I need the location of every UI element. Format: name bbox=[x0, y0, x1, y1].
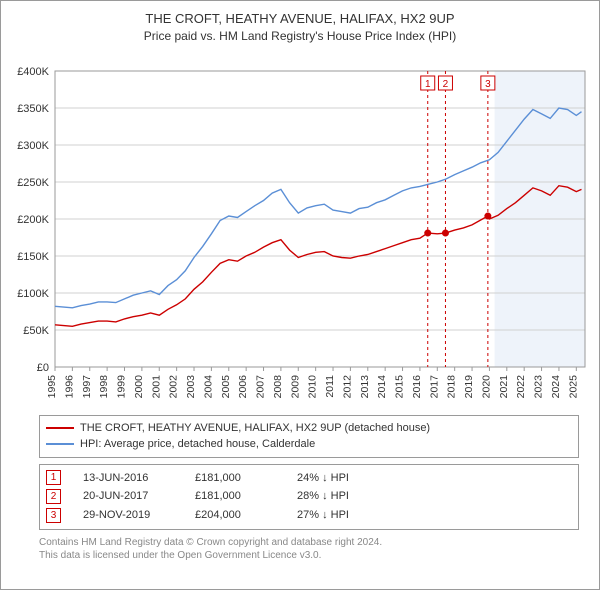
sale-price: £181,000 bbox=[195, 469, 275, 488]
svg-text:2004: 2004 bbox=[202, 374, 214, 398]
svg-text:£50K: £50K bbox=[23, 325, 49, 337]
sale-row: 3 29-NOV-2019 £204,000 27% ↓ HPI bbox=[46, 506, 572, 525]
svg-text:£150K: £150K bbox=[17, 251, 49, 263]
svg-text:£250K: £250K bbox=[17, 177, 49, 189]
svg-text:2007: 2007 bbox=[255, 374, 267, 398]
svg-text:2022: 2022 bbox=[515, 374, 527, 398]
svg-text:1999: 1999 bbox=[116, 374, 128, 398]
sale-price: £181,000 bbox=[195, 487, 275, 506]
chart-title: THE CROFT, HEATHY AVENUE, HALIFAX, HX2 9… bbox=[11, 11, 589, 27]
legend-label: THE CROFT, HEATHY AVENUE, HALIFAX, HX2 9… bbox=[80, 420, 430, 437]
sale-marker-icon: 2 bbox=[46, 489, 61, 504]
svg-text:£100K: £100K bbox=[17, 288, 49, 300]
footnote-line: Contains HM Land Registry data © Crown c… bbox=[39, 536, 579, 549]
legend-box: THE CROFT, HEATHY AVENUE, HALIFAX, HX2 9… bbox=[39, 415, 579, 458]
legend-label: HPI: Average price, detached house, Cald… bbox=[80, 436, 315, 453]
sale-date: 13-JUN-2016 bbox=[83, 469, 173, 488]
svg-text:2019: 2019 bbox=[463, 374, 475, 398]
svg-text:£300K: £300K bbox=[17, 140, 49, 152]
price-chart-svg: £0 £50K £100K £150K £200K £250K £300K £350K £400… bbox=[11, 49, 589, 409]
svg-text:2024: 2024 bbox=[550, 374, 562, 398]
svg-text:2006: 2006 bbox=[237, 374, 249, 398]
svg-text:2008: 2008 bbox=[272, 374, 284, 398]
sale-row: 1 13-JUN-2016 £181,000 24% ↓ HPI bbox=[46, 469, 572, 488]
legend-row: HPI: Average price, detached house, Cald… bbox=[46, 436, 572, 453]
svg-text:2023: 2023 bbox=[533, 374, 545, 398]
svg-text:2010: 2010 bbox=[307, 374, 319, 398]
chart-subtitle: Price paid vs. HM Land Registry's House … bbox=[11, 29, 589, 43]
svg-text:2020: 2020 bbox=[480, 374, 492, 398]
sale-date: 20-JUN-2017 bbox=[83, 487, 173, 506]
svg-text:2025: 2025 bbox=[567, 374, 579, 398]
svg-text:2013: 2013 bbox=[359, 374, 371, 398]
svg-text:2001: 2001 bbox=[150, 374, 162, 398]
sale-marker-icon: 1 bbox=[46, 470, 61, 485]
svg-text:2012: 2012 bbox=[341, 374, 353, 398]
sale-price: £204,000 bbox=[195, 506, 275, 525]
footnote-line: This data is licensed under the Open Gov… bbox=[39, 549, 579, 562]
sales-box: 1 13-JUN-2016 £181,000 24% ↓ HPI 2 20-JU… bbox=[39, 464, 579, 530]
svg-text:2005: 2005 bbox=[220, 374, 232, 398]
svg-text:3: 3 bbox=[485, 79, 491, 90]
sale-marker-icon: 3 bbox=[46, 508, 61, 523]
sale-date: 29-NOV-2019 bbox=[83, 506, 173, 525]
sale-hpi-delta: 28% ↓ HPI bbox=[297, 487, 387, 506]
svg-text:1995: 1995 bbox=[46, 374, 58, 398]
svg-text:2: 2 bbox=[443, 79, 449, 90]
svg-text:2017: 2017 bbox=[428, 374, 440, 398]
svg-text:2021: 2021 bbox=[498, 374, 510, 398]
svg-text:2009: 2009 bbox=[289, 374, 301, 398]
legend-row: THE CROFT, HEATHY AVENUE, HALIFAX, HX2 9… bbox=[46, 420, 572, 437]
chart-page: THE CROFT, HEATHY AVENUE, HALIFAX, HX2 9… bbox=[0, 0, 600, 590]
svg-text:1: 1 bbox=[425, 79, 431, 90]
sale-hpi-delta: 27% ↓ HPI bbox=[297, 506, 387, 525]
svg-text:£400K: £400K bbox=[17, 66, 49, 78]
svg-text:2016: 2016 bbox=[411, 374, 423, 398]
footnote: Contains HM Land Registry data © Crown c… bbox=[39, 536, 579, 562]
sale-row: 2 20-JUN-2017 £181,000 28% ↓ HPI bbox=[46, 487, 572, 506]
svg-text:1998: 1998 bbox=[98, 374, 110, 398]
svg-text:2011: 2011 bbox=[324, 374, 336, 397]
svg-text:2015: 2015 bbox=[394, 374, 406, 398]
svg-text:2018: 2018 bbox=[446, 374, 458, 398]
svg-text:2014: 2014 bbox=[376, 374, 388, 398]
svg-text:£200K: £200K bbox=[17, 214, 49, 226]
svg-text:£0: £0 bbox=[37, 362, 49, 374]
svg-text:2002: 2002 bbox=[168, 374, 180, 398]
legend-swatch bbox=[46, 443, 74, 445]
svg-text:£350K: £350K bbox=[17, 103, 49, 115]
svg-text:1996: 1996 bbox=[63, 374, 75, 398]
svg-text:2000: 2000 bbox=[133, 374, 145, 398]
svg-text:2003: 2003 bbox=[185, 374, 197, 398]
chart-area: £0 £50K £100K £150K £200K £250K £300K £350K £400… bbox=[11, 49, 589, 409]
svg-text:1997: 1997 bbox=[81, 374, 93, 398]
sale-hpi-delta: 24% ↓ HPI bbox=[297, 469, 387, 488]
legend-swatch bbox=[46, 427, 74, 429]
